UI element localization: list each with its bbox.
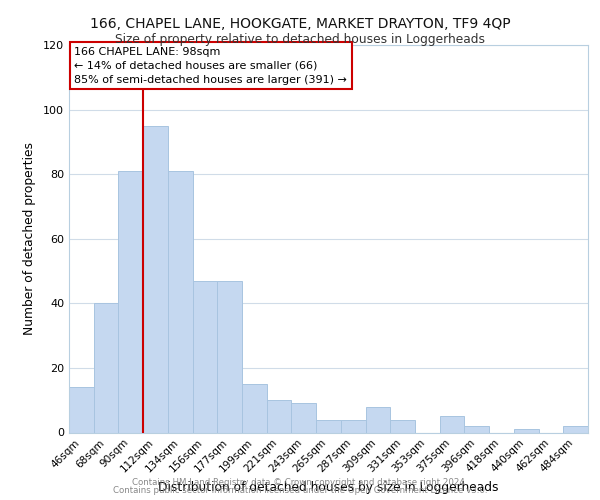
Text: Contains public sector information licensed under the Open Government Licence v3: Contains public sector information licen… [113,486,487,495]
Bar [292,404,316,432]
Bar [390,420,415,432]
Bar [69,388,94,432]
Bar [94,304,118,432]
Bar [267,400,292,432]
Bar [168,171,193,432]
Bar [341,420,365,432]
Bar [242,384,267,432]
Bar [118,171,143,432]
Text: Size of property relative to detached houses in Loggerheads: Size of property relative to detached ho… [115,32,485,46]
Bar [440,416,464,432]
Text: 166 CHAPEL LANE: 98sqm
← 14% of detached houses are smaller (66)
85% of semi-det: 166 CHAPEL LANE: 98sqm ← 14% of detached… [74,47,347,85]
Bar [193,280,217,432]
Bar [143,126,168,432]
Text: Contains HM Land Registry data © Crown copyright and database right 2024.: Contains HM Land Registry data © Crown c… [132,478,468,487]
Y-axis label: Number of detached properties: Number of detached properties [23,142,36,335]
X-axis label: Distribution of detached houses by size in Loggerheads: Distribution of detached houses by size … [158,481,499,494]
Bar [365,406,390,432]
Bar [514,430,539,432]
Bar [217,280,242,432]
Bar [464,426,489,432]
Text: 166, CHAPEL LANE, HOOKGATE, MARKET DRAYTON, TF9 4QP: 166, CHAPEL LANE, HOOKGATE, MARKET DRAYT… [89,18,511,32]
Bar [316,420,341,432]
Bar [563,426,588,432]
